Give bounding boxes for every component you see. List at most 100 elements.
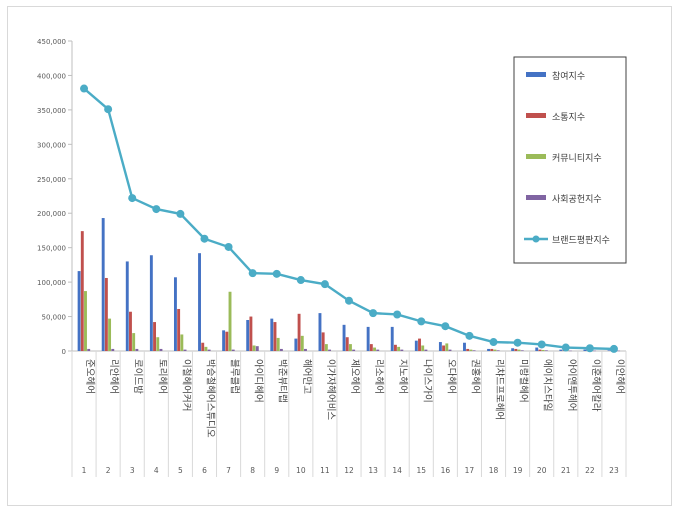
- bar-소통지수-4: [153, 322, 157, 351]
- bar-커뮤니티지수-3: [132, 333, 136, 351]
- bar-커뮤니티지수-14: [397, 346, 401, 351]
- x-category-label: 17: [465, 466, 475, 475]
- line-point-12: [345, 296, 353, 305]
- bar-사회공헌지수-8: [255, 346, 259, 351]
- y-tick-label: 100,000: [37, 279, 66, 287]
- x-name-label: 리안헤어: [108, 359, 120, 394]
- bar-사회공헌지수-10: [304, 348, 307, 351]
- bar-사회공헌지수-17: [472, 350, 476, 351]
- bar-사회공헌지수-15: [424, 349, 428, 351]
- x-name-label: 이훈헤어칼라: [590, 359, 602, 412]
- x-category-label: 2: [106, 466, 111, 475]
- y-tick-label: 400,000: [37, 72, 66, 80]
- bar-사회공헌지수-16: [448, 349, 452, 351]
- brand-reputation-chart: 0 50,000 100,000 150,000 200,000 250,000 300,0…: [37, 38, 627, 477]
- line-point-20: [537, 340, 546, 349]
- bar-참여지수-3: [125, 261, 129, 351]
- x-category-label: 21: [561, 466, 571, 475]
- x-category-label: 11: [320, 466, 330, 475]
- bar-커뮤니티지수-18: [493, 349, 497, 351]
- x-category-label: 14: [392, 466, 402, 475]
- x-name-label: 헤어만고: [301, 359, 313, 394]
- bar-사회공헌지수-23: [617, 350, 621, 352]
- x-name-label: 권홍헤어: [469, 359, 481, 394]
- x-category-label: 22: [585, 466, 595, 475]
- line-point-15: [417, 317, 426, 326]
- bar-커뮤니티지수-17: [469, 349, 473, 351]
- x-name-label: 이가자헤어비스: [325, 359, 337, 420]
- x-name-label: 아이디헤어: [253, 359, 265, 403]
- bar-소통지수-15: [418, 338, 421, 351]
- bar-사회공헌지수-21: [568, 350, 572, 352]
- bar-참여지수-5: [173, 277, 177, 351]
- bars: [77, 218, 621, 352]
- x-category-label: 23: [609, 466, 619, 475]
- bar-참여지수-19: [511, 348, 515, 351]
- line-point-23: [609, 344, 618, 353]
- x-category-label: 8: [250, 466, 255, 475]
- bar-커뮤니티지수-13: [373, 347, 376, 351]
- legend-swatch-사회공헌지수: [526, 195, 546, 200]
- x-category-label: 9: [274, 466, 279, 475]
- bar-참여지수-18: [487, 348, 491, 351]
- axes: 0 50,000 100,000 150,000 200,000 250,000 300,0…: [37, 38, 627, 477]
- y-tick-label: 250,000: [37, 176, 66, 184]
- bar-소통지수-5: [177, 308, 181, 351]
- bar-참여지수-4: [149, 255, 153, 351]
- line-point-22: [585, 344, 594, 353]
- bar-소통지수-3: [129, 311, 132, 351]
- bar-소통지수-8: [249, 316, 253, 351]
- line-point-18: [489, 338, 498, 347]
- legend-swatch-marker: [532, 235, 540, 243]
- bar-참여지수-22: [583, 349, 587, 351]
- bar-소통지수-7: [225, 331, 229, 351]
- line-point-11: [320, 280, 329, 289]
- line-point-4: [152, 205, 161, 214]
- bar-사회공헌지수-4: [159, 348, 163, 351]
- x-category-label: 19: [513, 466, 523, 475]
- bar-참여지수-1: [77, 271, 81, 351]
- bar-커뮤니티지수-9: [276, 337, 280, 351]
- bar-사회공헌지수-14: [400, 349, 404, 351]
- line-point-9: [272, 269, 281, 278]
- x-category-label: 12: [344, 466, 354, 475]
- y-tick-label: 350,000: [37, 107, 66, 115]
- x-labels: 준오헤어 1 리안헤어 2 로이드밤 3 토리헤어 4 이철헤어커커 5 박승철헤어스튜디오 6 블루클…: [82, 359, 626, 475]
- bar-소통지수-2: [104, 277, 108, 351]
- x-name-label: 박준뷰티랩: [277, 359, 289, 403]
- bar-소통지수-13: [369, 344, 373, 351]
- bar-커뮤니티지수-2: [108, 318, 112, 351]
- bar-사회공헌지수-18: [496, 350, 500, 351]
- legend-swatch-소통지수: [526, 113, 546, 118]
- legend-swatch-커뮤니티지수: [526, 154, 546, 159]
- y-tick-label: 50,000: [42, 314, 67, 322]
- line-point-1: [80, 84, 89, 93]
- x-name-label: 블루클럽: [229, 359, 240, 394]
- y-tick-label: 200,000: [37, 210, 66, 218]
- bar-참여지수-8: [246, 320, 250, 351]
- bar-사회공헌지수-13: [376, 349, 380, 351]
- bar-참여지수-14: [390, 326, 394, 351]
- y-tick-label: 0: [62, 348, 66, 356]
- x-name-label: 리소헤어: [373, 359, 385, 394]
- bar-소통지수-19: [514, 348, 518, 351]
- x-name-label: 미랑컬헤어: [518, 359, 530, 403]
- y-tick-label: 300,000: [37, 141, 66, 149]
- bar-사회공헌지수-11: [328, 349, 332, 351]
- bar-소통지수-10: [297, 313, 301, 351]
- x-category-label: 20: [537, 466, 547, 475]
- bar-사회공헌지수-5: [183, 349, 187, 351]
- chart-frame: 0 50,000 100,000 150,000 200,000 250,000 300,0…: [7, 6, 672, 506]
- bar-사회공헌지수-9: [279, 348, 283, 351]
- bar-참여지수-11: [318, 313, 322, 351]
- line-point-13: [369, 309, 378, 318]
- x-name-label: 로이드밤: [132, 359, 143, 394]
- bar-사회공헌지수-2: [111, 348, 115, 351]
- legend-label-사회공헌지수: 사회공헌지수: [552, 194, 602, 205]
- bar-사회공헌지수-22: [593, 350, 596, 352]
- line-point-5: [176, 209, 185, 218]
- x-category-label: 13: [368, 466, 378, 475]
- x-name-label: 아이앤투헤어: [566, 359, 578, 411]
- x-category-label: 16: [441, 466, 451, 475]
- bar-사회공헌지수-12: [352, 349, 356, 351]
